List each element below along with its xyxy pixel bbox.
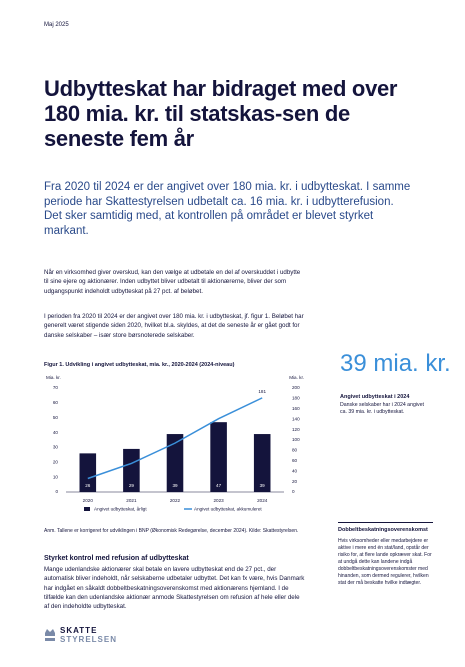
section-text: Mange udenlandske aktionærer skal betale… (44, 566, 305, 611)
x-tick-label: 2023 (213, 498, 224, 503)
bar-label: 26 (85, 483, 91, 488)
y2-tick-label: 160 (292, 406, 300, 411)
bar (253, 434, 271, 492)
bar-label: 29 (129, 483, 135, 488)
y-tick-label: 40 (53, 430, 59, 435)
x-tick-label: 2022 (170, 498, 181, 503)
bar-label: 47 (216, 483, 222, 488)
y2-tick-label: 0 (292, 489, 295, 494)
y-tick-label: 20 (53, 460, 59, 465)
y2-tick-label: 100 (292, 437, 300, 442)
section-heading: Styrket kontrol med refusion af udbyttes… (44, 555, 189, 562)
box-title: Dobbeltbeskatningsoverenskomst (338, 527, 428, 533)
bar (123, 448, 140, 492)
y2-tick-label: 80 (292, 448, 298, 453)
title: Udbytteskat har bidraget med over 180 mi… (44, 76, 398, 151)
paragraph: Når en virksomhed giver overskud, kan de… (44, 269, 301, 295)
lead: Fra 2020 til 2024 er der angivet over 18… (44, 181, 411, 237)
x-tick-label: 2021 (126, 498, 137, 503)
y2-tick-label: 180 (292, 396, 300, 401)
logo-text: STYRELSEN (60, 635, 118, 644)
bar (166, 434, 184, 492)
x-tick-label: 2020 (83, 498, 94, 503)
bar-label: 39 (172, 483, 178, 488)
y-tick-label: 0 (55, 489, 58, 494)
y2-tick-label: 60 (292, 458, 298, 463)
box-text: Hvis virksomheder eller medarbejdere er … (338, 538, 432, 586)
bar (210, 422, 227, 492)
highlight-label: Angivet udbytteskat i 2024 (340, 394, 410, 400)
y-tick-label: 10 (53, 474, 59, 479)
legend-label: Angivet udbytteskat, akkumuleret (194, 507, 262, 512)
figure-caption: Figur 1. Udvikling i angivet udbytteskat… (44, 362, 235, 368)
y-axis-title: Mia. kr. (46, 375, 61, 380)
y2-tick-label: 120 (292, 427, 300, 432)
y2-tick-label: 20 (292, 479, 298, 484)
line (87, 397, 263, 480)
y2-axis-title: Mia. kr. (289, 375, 304, 380)
highlight-text: Danske selskaber har i 2024 angivet ca. … (340, 402, 424, 415)
y-tick-label: 50 (53, 415, 59, 420)
y-tick-label: 70 (53, 385, 59, 390)
legend-label: Angivet udbytteskat, årligt (94, 506, 147, 512)
bar (79, 453, 97, 492)
y2-tick-label: 200 (292, 385, 300, 390)
logo-text: SKATTE (60, 626, 98, 635)
paragraph: I perioden fra 2020 til 2024 er der angi… (44, 313, 304, 339)
chart: Mia. kr. Mia. kr. 0 10 20 30 40 50 60 70 0 20 40 60 80… (46, 375, 304, 512)
note: Anm. Tallene er korrigeret for udvikling… (44, 528, 299, 534)
y-tick-label: 30 (53, 445, 59, 450)
y-tick-label: 60 (53, 400, 59, 405)
y2-tick-label: 40 (292, 468, 298, 473)
logo-icon (45, 629, 55, 641)
x-tick-label: 2024 (257, 498, 268, 503)
bar-label: 39 (260, 483, 266, 488)
date: Maj 2025 (44, 22, 69, 28)
point-label: 181 (258, 389, 266, 394)
highlight-value: 39 mia. kr. (340, 350, 451, 377)
y2-tick-label: 140 (292, 416, 300, 421)
info-box: Dobbeltbeskatningsoverenskomst Hvis virk… (338, 522, 433, 587)
legend-swatch (84, 507, 90, 511)
logo: SKATTE STYRELSEN (44, 626, 117, 644)
